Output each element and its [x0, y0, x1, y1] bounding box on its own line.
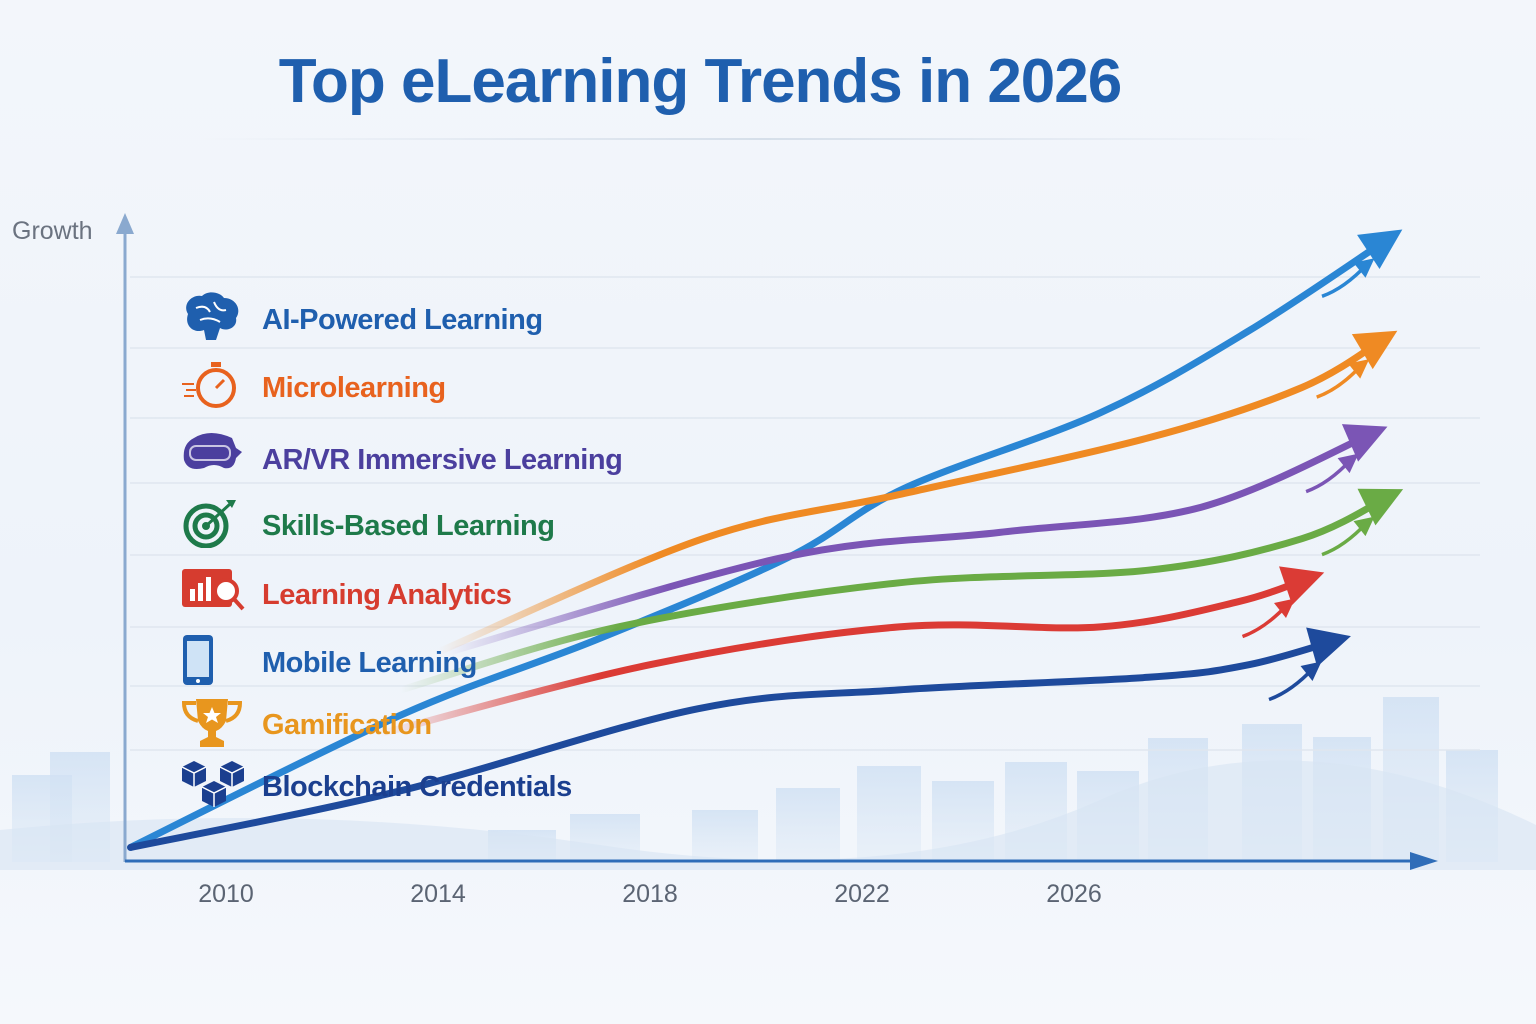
legend-label: AR/VR Immersive Learning [262, 443, 623, 476]
secondary-arrowhead-1 [1348, 359, 1370, 379]
analytics-icon [180, 565, 246, 625]
series-line-1 [434, 333, 1391, 656]
series-arrowhead-1 [1351, 330, 1398, 370]
legend-label: Microlearning [262, 371, 446, 404]
legend-item: AR/VR Immersive Learning [180, 430, 623, 490]
legend-label: Gamification [262, 708, 432, 741]
series-arrowhead-2 [1341, 424, 1388, 462]
series-arrowhead-3 [1357, 488, 1404, 526]
legend-item: Skills-Based Learning [180, 496, 555, 556]
background-bar [692, 810, 758, 862]
x-axis-arrow-icon [1410, 852, 1438, 870]
legend-label: Skills-Based Learning [262, 509, 555, 542]
legend-label: Blockchain Credentials [262, 770, 572, 803]
legend-label: Learning Analytics [262, 578, 512, 611]
background-wave [0, 760, 1536, 870]
legend-item: Microlearning [180, 358, 446, 418]
x-tick-label: 2026 [1046, 880, 1102, 908]
series-line-5 [127, 636, 1343, 851]
x-tick-label: 2010 [198, 880, 254, 908]
secondary-arrowhead-5 [1300, 661, 1322, 681]
secondary-arrowhead-3 [1353, 516, 1375, 537]
trophy-icon [180, 695, 246, 755]
secondary-arrowhead-2 [1337, 453, 1359, 474]
brain-icon [180, 290, 246, 350]
legend-item: AI-Powered Learning [180, 290, 543, 350]
title-divider [200, 138, 1320, 140]
y-axis-label: Growth [12, 217, 93, 245]
legend-item: Learning Analytics [180, 565, 512, 625]
series-arrowhead-4 [1279, 566, 1325, 605]
series-arrowhead-0 [1357, 229, 1403, 269]
vr-headset-icon [180, 430, 246, 490]
legend-item: Gamification [180, 695, 432, 755]
x-tick-label: 2022 [834, 880, 890, 908]
stopwatch-icon [180, 358, 246, 418]
target-icon [180, 496, 246, 556]
series-line-4 [376, 573, 1316, 738]
secondary-arrowhead-0 [1353, 258, 1375, 278]
legend-label: Mobile Learning [262, 646, 477, 679]
background-bar [857, 766, 921, 862]
y-axis-arrow-icon [116, 213, 134, 234]
x-tick-label: 2014 [410, 880, 466, 908]
smartphone-icon [180, 633, 246, 693]
chart-title: Top eLearning Trends in 2026 [278, 47, 1123, 116]
legend-item: Blockchain Credentials [180, 757, 572, 817]
blocks-icon [180, 757, 246, 817]
background-bar [776, 788, 840, 862]
legend-item: Mobile Learning [180, 633, 477, 693]
series-line-0 [127, 232, 1396, 851]
series-line-3 [397, 491, 1396, 694]
series-line-2 [445, 428, 1380, 656]
series-arrowhead-5 [1306, 627, 1351, 667]
secondary-arrowhead-4 [1274, 598, 1295, 618]
legend-label: AI-Powered Learning [262, 303, 543, 336]
x-tick-label: 2018 [622, 880, 678, 908]
